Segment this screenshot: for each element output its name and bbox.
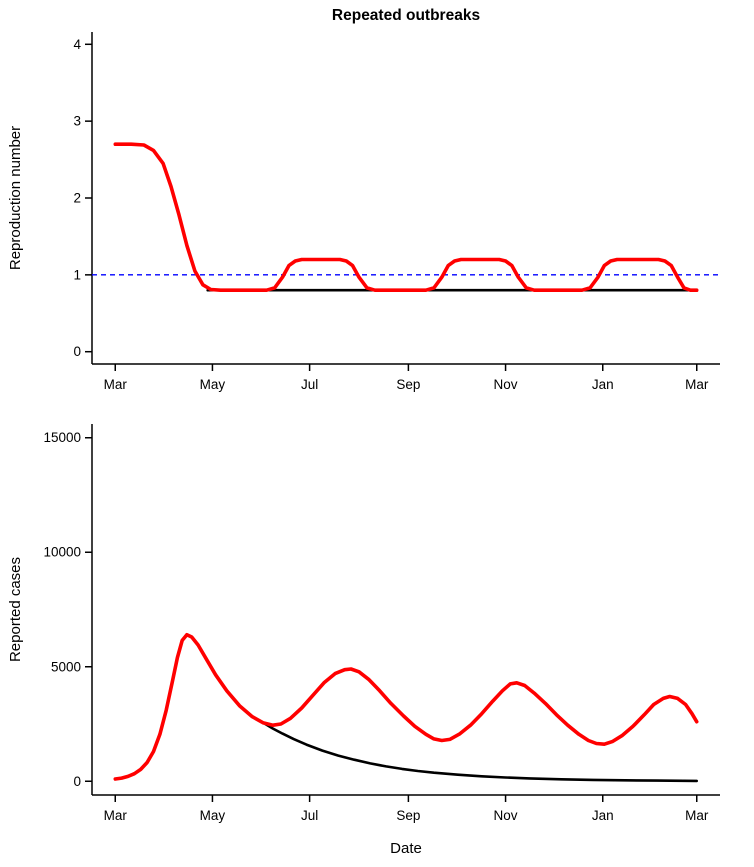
y-tick-label: 5000 [51, 659, 81, 674]
x-tick-label: Jan [592, 808, 614, 823]
x-tick-label: Nov [494, 377, 518, 392]
y-tick-label: 0 [73, 774, 81, 789]
x-tick-label: Jan [592, 377, 614, 392]
y-tick-label: 3 [73, 114, 81, 129]
y-tick-label: 2 [73, 191, 81, 206]
series-repeated-outbreaks-R [113, 142, 699, 292]
x-tick-label: May [200, 808, 226, 823]
y-axis-label: Reported cases [7, 557, 24, 662]
x-tick-label: Mar [685, 808, 709, 823]
y-tick-label: 15000 [43, 430, 81, 445]
x-tick-label: Nov [494, 808, 518, 823]
y-tick-label: 1 [73, 267, 81, 282]
reported-cases-chart: 0 5000 10000 15000 Mar May Jul Sep Nov Jan Mar Repo… [7, 424, 720, 857]
reproduction-number-chart: 0 1 2 3 4 Mar May Jul Sep Nov Jan Mar Repeated outbr… [7, 7, 720, 392]
x-tick-label: Jul [301, 808, 318, 823]
x-tick-label: Mar [685, 377, 709, 392]
x-axis-label: Date [390, 840, 422, 857]
x-tick-label: May [200, 377, 226, 392]
x-tick-label: Jul [301, 377, 318, 392]
x-tick-label: Sep [396, 377, 420, 392]
y-tick-label: 0 [73, 344, 81, 359]
x-tick-label: Mar [104, 808, 128, 823]
y-tick-label: 4 [73, 37, 81, 52]
chart-title: Repeated outbreaks [332, 7, 480, 24]
series-repeated-outbreaks-cases [113, 632, 699, 781]
y-axis-label: Reproduction number [7, 126, 24, 270]
series-constant-control-cases [114, 633, 698, 783]
y-tick-label: 10000 [43, 545, 81, 560]
x-tick-label: Sep [396, 808, 420, 823]
x-tick-label: Mar [104, 377, 128, 392]
